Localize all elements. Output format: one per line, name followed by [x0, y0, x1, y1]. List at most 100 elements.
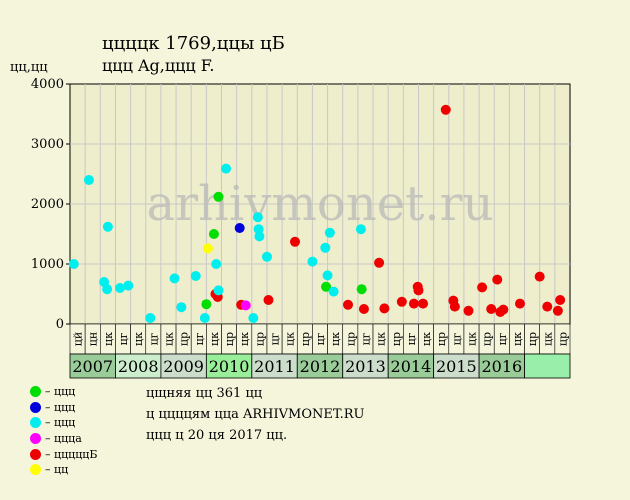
data-point	[253, 224, 264, 235]
data-point	[486, 304, 497, 314]
month-label: цк	[541, 332, 554, 346]
year-label: 2011	[254, 357, 295, 376]
data-point	[542, 301, 553, 312]
data-point	[555, 295, 566, 305]
month-label: цк	[511, 332, 524, 346]
legend-item: – ццц	[30, 400, 97, 416]
data-point	[145, 313, 156, 323]
info-line-1: цщняя цц 361 цц	[146, 386, 263, 401]
data-point	[201, 299, 212, 310]
legend-marker	[30, 464, 41, 476]
data-point	[418, 298, 429, 309]
month-label: цк	[102, 332, 115, 346]
year-label: 2014	[391, 357, 432, 376]
month-label: цг	[269, 332, 282, 345]
y-tick-labels: 0 1000 2000 3000 4000	[31, 77, 70, 332]
data-point	[477, 282, 488, 293]
data-point	[211, 259, 222, 269]
year-label: 2013	[345, 357, 386, 376]
chart-title: ццццк 1769,ццы цБ	[102, 33, 285, 54]
month-label: цг	[147, 332, 160, 345]
month-label: цр	[556, 332, 569, 346]
data-point	[199, 313, 210, 323]
month-label: цн	[87, 332, 100, 346]
data-points	[68, 104, 566, 323]
year-label: 2016	[481, 357, 522, 376]
year-label: 2007	[72, 357, 113, 376]
month-label: цр	[299, 332, 312, 346]
data-point	[463, 305, 474, 316]
data-point	[208, 229, 219, 239]
y-tick-label: 1000	[31, 257, 64, 272]
month-label: цг	[117, 332, 130, 345]
month-label: цг	[450, 332, 463, 345]
month-label: цк	[329, 332, 342, 346]
month-label: цг	[359, 332, 372, 345]
month-label: цк	[420, 332, 433, 346]
legend-item: – цц	[30, 462, 97, 478]
data-point	[358, 304, 369, 314]
legend-item: – ццц	[30, 384, 97, 400]
month-label: цр	[253, 332, 266, 346]
year-cell	[69, 353, 116, 379]
data-point	[355, 224, 366, 235]
data-point	[252, 212, 263, 223]
data-point	[102, 221, 113, 232]
y-tick-label: 0	[56, 317, 64, 332]
data-point	[379, 303, 390, 314]
data-point	[320, 242, 331, 253]
data-point	[449, 301, 460, 312]
data-point	[176, 302, 187, 313]
legend-label: – ццца	[45, 432, 82, 446]
data-point	[190, 271, 201, 281]
month-label: цр	[435, 332, 448, 346]
data-point	[413, 285, 424, 296]
month-label: цг	[314, 332, 327, 345]
data-point	[534, 271, 545, 282]
info-block: цщняя цц 361 цц ц ццццям цца ARHIVMONET.…	[146, 383, 365, 446]
year-cell	[296, 353, 344, 379]
year-label: 2010	[209, 357, 250, 376]
legend-marker	[30, 386, 41, 398]
data-point	[515, 298, 525, 309]
legend-item: – ццц	[30, 415, 97, 431]
year-cell	[524, 353, 571, 379]
data-point	[221, 163, 232, 174]
legend-label: – ццц	[45, 400, 76, 414]
data-point	[248, 313, 259, 323]
data-point	[240, 300, 251, 311]
month-label: цк	[375, 332, 388, 346]
data-point	[254, 231, 265, 242]
year-cell	[160, 353, 207, 379]
month-label: цр	[526, 332, 539, 346]
data-point	[321, 281, 332, 292]
month-labels: цй цн цк цг цк цг цк цр цг цк цр цк цр цг цк цр цг цк цр цг…	[69, 323, 571, 355]
data-point	[396, 296, 407, 307]
y-tick-label: 3000	[31, 137, 64, 152]
data-point	[261, 251, 272, 262]
legend-marker	[30, 401, 41, 413]
data-point	[343, 299, 354, 310]
legend-label: – ццц	[45, 416, 76, 430]
legend-marker	[30, 417, 41, 429]
month-label: цк	[466, 332, 479, 346]
month-label: цк	[132, 332, 145, 346]
data-point	[492, 274, 503, 285]
data-point	[498, 304, 509, 315]
month-label: цр	[178, 332, 191, 346]
data-point	[263, 295, 274, 305]
data-point	[102, 284, 113, 295]
year-label: 2009	[163, 357, 204, 376]
month-label: цк	[238, 332, 251, 346]
data-point	[440, 104, 451, 115]
year-bar: 2007 2008 2009 2010 2011 2012 2013 2014 2015 2016	[69, 353, 571, 379]
watermark: arhivmonet.ru	[146, 176, 493, 232]
data-point	[408, 298, 419, 309]
info-line-3: ццц ц 20 ця 2017 цц.	[146, 428, 288, 443]
legend-label: – цц	[45, 463, 69, 477]
month-label: цк	[162, 332, 175, 346]
month-label: цг	[405, 332, 418, 345]
year-label: 2012	[300, 357, 341, 376]
data-point	[234, 223, 245, 233]
